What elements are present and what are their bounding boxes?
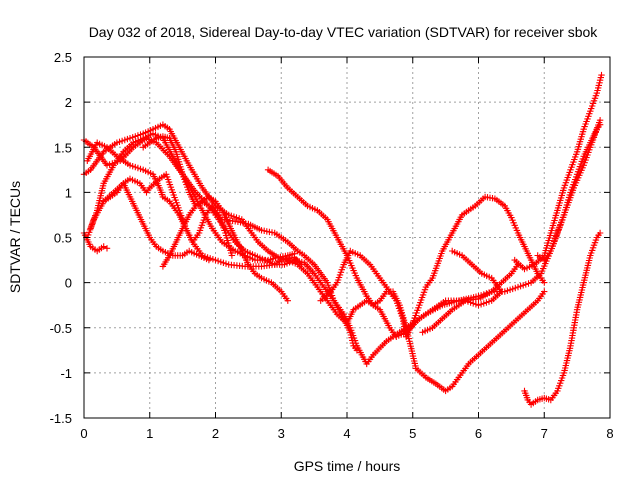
y-tick-label: 1 — [65, 185, 72, 200]
series-line — [514, 74, 603, 270]
point-markers — [419, 247, 505, 336]
y-tick-label: 2 — [65, 95, 72, 110]
series-sat-c — [80, 229, 111, 255]
y-tick-label: -1.5 — [50, 411, 72, 426]
point-markers — [511, 71, 605, 273]
point-markers — [317, 193, 548, 340]
axes: 0 1 2 3 4 5 6 7 8 -1.5 -1 -0.5 0 0.5 1 1.5 2 2.5 — [50, 50, 614, 441]
y-tick-label: -1 — [60, 366, 72, 381]
series-sat-n — [511, 71, 605, 273]
x-tick-label: 7 — [541, 426, 548, 441]
y-tick-label: 0.5 — [54, 231, 72, 246]
y-tick-label: -0.5 — [50, 321, 72, 336]
x-tick-label: 3 — [278, 426, 285, 441]
x-tick-label: 2 — [212, 426, 219, 441]
x-tick-label: 6 — [475, 426, 482, 441]
point-markers — [521, 229, 604, 408]
x-tick-label: 4 — [343, 426, 350, 441]
y-tick-label: 1.5 — [54, 140, 72, 155]
series-sat-j — [264, 166, 548, 395]
chart-title: Day 032 of 2018, Sidereal Day-to-day VTE… — [89, 24, 599, 40]
x-tick-label: 0 — [80, 426, 87, 441]
x-tick-label: 1 — [146, 426, 153, 441]
series-sat-k — [317, 193, 548, 340]
point-markers — [80, 229, 111, 255]
grid — [84, 57, 610, 418]
series-sat-g — [100, 180, 213, 264]
point-markers — [159, 198, 361, 354]
data-series — [80, 71, 605, 408]
y-axis-label: SDTVAR / TECUs — [7, 181, 23, 293]
series-sat-o — [534, 121, 604, 264]
series-sat-i — [159, 198, 361, 354]
series-sat-l — [419, 247, 505, 336]
x-tick-label: 8 — [606, 426, 613, 441]
y-tick-label: 0 — [65, 276, 72, 291]
y-tick-label: 2.5 — [54, 50, 72, 65]
x-axis-label: GPS time / hours — [294, 458, 401, 474]
series-sat-m — [521, 229, 604, 408]
point-markers — [534, 121, 604, 264]
point-markers — [100, 180, 213, 264]
x-tick-label: 5 — [409, 426, 416, 441]
